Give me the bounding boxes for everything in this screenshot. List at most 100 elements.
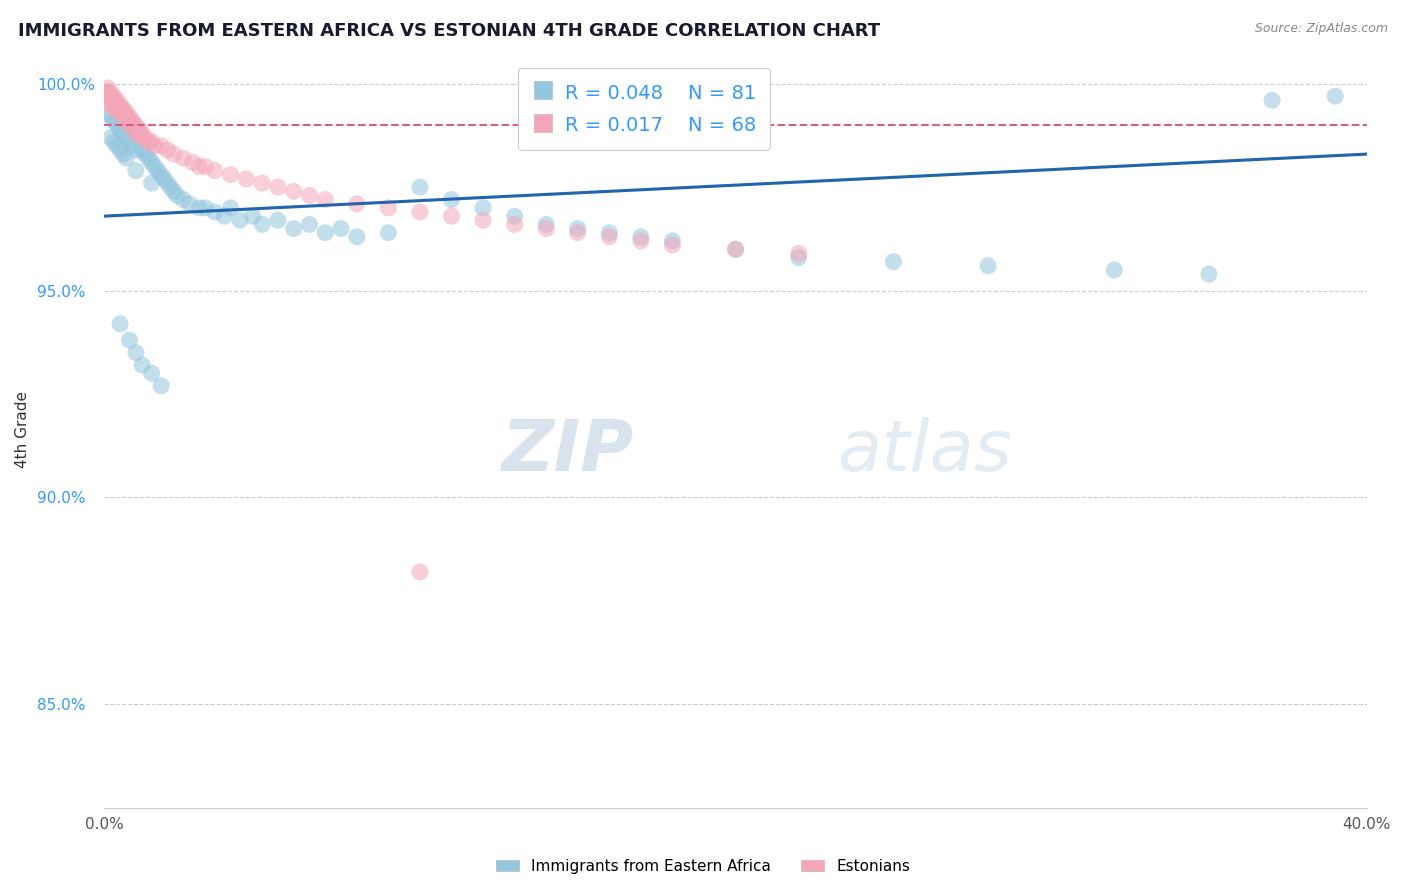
Point	[440, 193, 463, 207]
Point	[661, 238, 683, 252]
Point	[125, 345, 148, 359]
Point	[128, 127, 150, 141]
Point	[235, 172, 257, 186]
Point	[346, 196, 368, 211]
Point	[108, 105, 131, 120]
Point	[179, 196, 201, 211]
Point	[143, 160, 166, 174]
Point	[661, 234, 683, 248]
Point	[96, 85, 118, 99]
Point	[219, 201, 242, 215]
Point	[630, 230, 652, 244]
Point	[882, 254, 904, 268]
Point	[409, 180, 432, 194]
Point	[219, 168, 242, 182]
Point	[103, 89, 125, 103]
Point	[138, 135, 160, 149]
Point	[112, 102, 135, 116]
Point	[534, 221, 557, 235]
Point	[105, 118, 128, 132]
Point	[229, 213, 252, 227]
Point	[153, 172, 176, 186]
Point	[409, 205, 432, 219]
Point	[108, 102, 131, 116]
Point	[212, 209, 235, 223]
Legend: R = 0.048    N = 81, R = 0.017    N = 68: R = 0.048 N = 81, R = 0.017 N = 68	[517, 68, 769, 150]
Point	[115, 130, 138, 145]
Text: IMMIGRANTS FROM EASTERN AFRICA VS ESTONIAN 4TH GRADE CORRELATION CHART: IMMIGRANTS FROM EASTERN AFRICA VS ESTONI…	[18, 22, 880, 40]
Point	[163, 184, 186, 198]
Text: Source: ZipAtlas.com: Source: ZipAtlas.com	[1254, 22, 1388, 36]
Point	[141, 176, 163, 190]
Point	[534, 218, 557, 232]
Point	[105, 138, 128, 153]
Point	[118, 333, 141, 347]
Point	[125, 163, 148, 178]
Point	[118, 118, 141, 132]
Point	[472, 213, 495, 227]
Point	[787, 251, 810, 265]
Point	[96, 105, 118, 120]
Point	[1261, 93, 1284, 107]
Point	[121, 138, 143, 153]
Point	[115, 114, 138, 128]
Point	[598, 226, 620, 240]
Point	[150, 168, 173, 182]
Point	[103, 102, 125, 116]
Point	[150, 378, 173, 392]
Point	[100, 85, 122, 99]
Point	[115, 110, 138, 124]
Point	[125, 127, 148, 141]
Point	[112, 127, 135, 141]
Point	[96, 85, 118, 99]
Point	[194, 201, 217, 215]
Point	[100, 89, 122, 103]
Point	[242, 209, 264, 223]
Point	[118, 135, 141, 149]
Point	[131, 130, 153, 145]
Point	[181, 155, 204, 169]
Point	[108, 102, 131, 116]
Point	[567, 226, 589, 240]
Point	[100, 89, 122, 103]
Point	[103, 93, 125, 107]
Point	[141, 135, 163, 149]
Point	[138, 151, 160, 165]
Text: ZIP: ZIP	[502, 417, 634, 486]
Point	[108, 143, 131, 157]
Point	[204, 205, 226, 219]
Point	[156, 176, 179, 190]
Point	[96, 81, 118, 95]
Point	[125, 143, 148, 157]
Legend: Immigrants from Eastern Africa, Estonians: Immigrants from Eastern Africa, Estonian…	[489, 853, 917, 880]
Point	[598, 230, 620, 244]
Point	[188, 201, 211, 215]
Point	[105, 97, 128, 112]
Point	[172, 193, 194, 207]
Point	[377, 226, 399, 240]
Point	[115, 105, 138, 120]
Point	[115, 110, 138, 124]
Point	[112, 147, 135, 161]
Point	[567, 221, 589, 235]
Point	[1324, 89, 1347, 103]
Point	[503, 209, 526, 223]
Point	[141, 367, 163, 381]
Point	[108, 122, 131, 136]
Point	[204, 163, 226, 178]
Point	[143, 138, 166, 153]
Point	[330, 221, 353, 235]
Point	[100, 93, 122, 107]
Point	[267, 213, 290, 227]
Point	[630, 234, 652, 248]
Point	[100, 130, 122, 145]
Text: atlas: atlas	[837, 417, 1011, 486]
Point	[159, 180, 181, 194]
Point	[131, 143, 153, 157]
Point	[105, 93, 128, 107]
Point	[377, 201, 399, 215]
Point	[125, 122, 148, 136]
Point	[134, 147, 156, 161]
Point	[105, 102, 128, 116]
Point	[298, 218, 321, 232]
